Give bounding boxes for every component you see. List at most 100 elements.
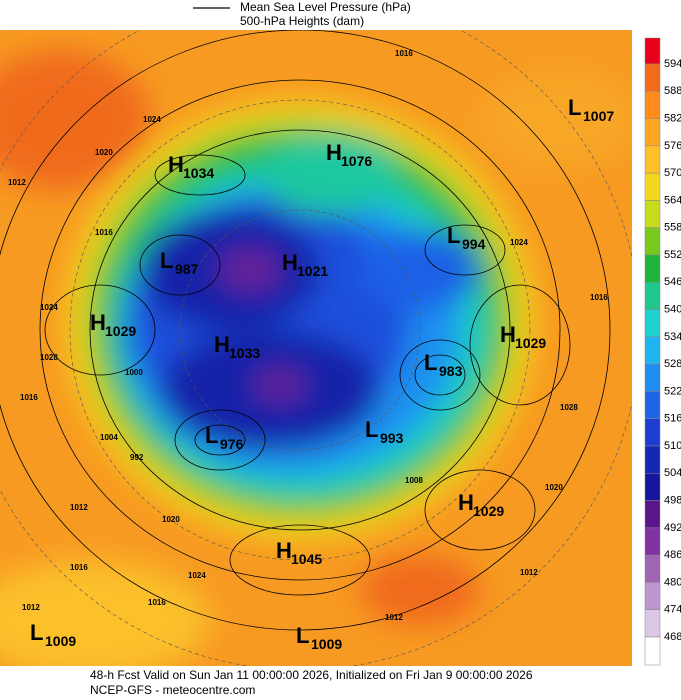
- center-value: 1029: [515, 335, 546, 351]
- colorbar-cell: [644, 91, 661, 119]
- contour-label: 1024: [40, 303, 58, 312]
- footer-line: NCEP-GFS - meteocentre.com: [90, 683, 255, 697]
- center-kind: L: [205, 423, 218, 448]
- colorbar-label: 576: [664, 140, 681, 152]
- center-value: 987: [175, 261, 199, 277]
- center-value: 994: [462, 236, 486, 252]
- center-kind: L: [568, 95, 581, 120]
- center-value: 1045: [291, 551, 322, 567]
- colorbar-label: 480: [664, 576, 681, 588]
- colorbar-cell: [644, 336, 661, 365]
- contour-label: 1016: [590, 293, 608, 302]
- colorbar-label: 516: [664, 413, 681, 425]
- height-field: [0, 50, 632, 666]
- colorbar-cell: [644, 118, 661, 147]
- contour-label: 1024: [143, 115, 161, 124]
- colorbar-label: 582: [664, 112, 681, 124]
- contour-label: 1028: [560, 403, 578, 412]
- contour-label: 1020: [545, 483, 563, 492]
- center-value: 976: [220, 436, 244, 452]
- contour-label: 1012: [520, 568, 538, 577]
- center-value: 1009: [45, 633, 76, 649]
- center-kind: L: [365, 417, 378, 442]
- colorbar-cell: [644, 254, 661, 283]
- colorbar-label: 486: [664, 549, 681, 561]
- colorbar-cell: [644, 227, 661, 256]
- colorbar-label: 510: [664, 440, 681, 452]
- contour-label: 1000: [125, 368, 143, 377]
- colorbar-cell: [644, 172, 661, 201]
- colorbar-label: 468: [664, 631, 681, 643]
- colorbar-cell: [644, 309, 661, 338]
- contour-label: 1004: [100, 433, 118, 442]
- legend-line-label: Mean Sea Level Pressure (hPa): [240, 0, 411, 14]
- colorbar-cell: [644, 63, 661, 92]
- contour-label: 1016: [70, 563, 88, 572]
- colorbar-label: 528: [664, 358, 681, 370]
- colorbar-cell: [644, 282, 661, 310]
- center-kind: H: [500, 322, 516, 347]
- contour-label: 1016: [95, 228, 113, 237]
- center-kind: H: [282, 250, 298, 275]
- colorbar-cell: [644, 418, 661, 447]
- center-value: 1076: [341, 153, 372, 169]
- contour-label: 1020: [95, 148, 113, 157]
- center-kind: L: [30, 620, 43, 645]
- colorbar: 594 588 582 576 570 564 558 552 546 540 534 528 522 5…: [644, 37, 681, 666]
- contour-label: 1016: [148, 598, 166, 607]
- colorbar-label: 498: [664, 494, 681, 506]
- center-value: 1029: [473, 503, 504, 519]
- colorbar-cell: [644, 200, 661, 228]
- contour-label: 1016: [20, 393, 38, 402]
- colorbar-label: 558: [664, 222, 681, 234]
- contour-label: 1016: [395, 49, 413, 58]
- center-value: 1033: [229, 345, 260, 361]
- contour-label: 1012: [22, 603, 40, 612]
- center-kind: H: [326, 140, 342, 165]
- center-value: 1021: [297, 263, 328, 279]
- latitude-circles: [0, 30, 632, 666]
- pressure-contours: [0, 30, 611, 631]
- contour-labels: 1016 1024 1020 1012 1016 1024 1028 1016 1004 1000…: [8, 49, 608, 622]
- colorbar-cell: [644, 445, 661, 474]
- colorbar-cell: [644, 363, 661, 392]
- center-kind: L: [424, 350, 437, 375]
- colorbar-label: 594: [664, 58, 681, 70]
- colorbar-cell: [644, 609, 661, 638]
- colorbar-cell: [644, 636, 661, 666]
- footer-line: 48-h Fcst Valid on Sun Jan 11 00:00:00 2…: [90, 668, 533, 682]
- contour-label: 992: [130, 453, 144, 462]
- center-value: 1007: [583, 108, 614, 124]
- colorbar-label: 492: [664, 522, 681, 534]
- center-kind: H: [276, 538, 292, 563]
- colorbar-label: 540: [664, 303, 681, 315]
- center-kind: H: [168, 152, 184, 177]
- legend-fill-label: 500-hPa Heights (dam): [240, 14, 364, 28]
- colorbar-cell: [644, 582, 661, 610]
- contour-label: 1020: [162, 515, 180, 524]
- contour-label: 1012: [70, 503, 88, 512]
- colorbar-label: 546: [664, 276, 681, 288]
- colorbar-cell: [644, 37, 661, 65]
- center-kind: H: [90, 310, 106, 335]
- center-value: 1034: [183, 165, 214, 181]
- colorbar-cell: [644, 145, 661, 174]
- colorbar-label: 564: [664, 194, 681, 206]
- center-value: 983: [439, 363, 463, 379]
- contour-label: 1012: [385, 613, 403, 622]
- center-kind: L: [160, 248, 173, 273]
- colorbar-cell: [644, 527, 661, 556]
- contour-label: 1028: [40, 353, 58, 362]
- colorbar-label: 552: [664, 249, 681, 261]
- colorbar-label: 504: [664, 467, 681, 479]
- center-kind: H: [458, 490, 474, 515]
- center-value: 1009: [311, 636, 342, 652]
- center-value: 1029: [105, 323, 136, 339]
- colorbar-label: 588: [664, 85, 681, 97]
- center-kind: L: [296, 623, 309, 648]
- center-value: 993: [380, 430, 404, 446]
